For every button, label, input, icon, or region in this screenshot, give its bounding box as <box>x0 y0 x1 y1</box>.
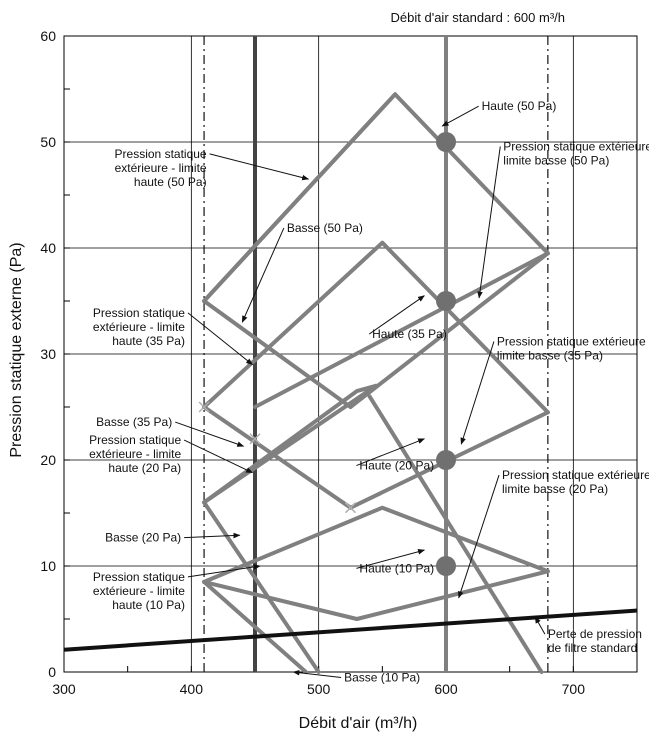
annotation-label: Pression statique extérieure -limite bas… <box>497 335 649 363</box>
annotation-label: Basse (10 Pa) <box>344 671 420 685</box>
annotation-label: Pression statique extérieure - limite haut… <box>89 433 181 475</box>
x-tick-label: 400 <box>180 681 204 697</box>
annotation-arrow <box>460 341 495 445</box>
filter-loss-curve <box>63 608 638 652</box>
curve-segment <box>202 500 321 674</box>
cross-marker <box>198 401 210 413</box>
tick-labels: 300 400 500 600 700 0 10 20 30 40 50 60 <box>40 28 585 697</box>
y-tick-label: 10 <box>40 558 56 574</box>
annotation-arrow <box>241 227 285 323</box>
curve-segment <box>202 579 359 621</box>
annotation-label: Pression statique extérieure - limite haut… <box>93 306 185 348</box>
annotation-label: Basse (35 Pa) <box>96 415 172 429</box>
annotation-arrow <box>187 312 253 366</box>
x-tick-label: 300 <box>52 681 76 697</box>
annotation-label: Pression statique extérieure - limite haut… <box>115 147 207 189</box>
cross-marker <box>249 433 261 445</box>
performance-curve <box>202 505 550 584</box>
annotation-label: Pression statique extérieure -limite bas… <box>503 139 649 167</box>
annotation-label: Haute (50 Pa) <box>482 99 557 113</box>
curve-segment <box>202 405 353 510</box>
annotation-arrow <box>356 549 426 569</box>
operating-points <box>198 132 456 576</box>
y-tick-label: 60 <box>40 28 56 44</box>
operating-point <box>436 291 456 311</box>
y-tick-label: 50 <box>40 134 56 150</box>
annotation-arrow <box>187 564 261 578</box>
annotation-label: Basse (20 Pa) <box>105 531 181 545</box>
y-tick-label: 20 <box>40 452 56 468</box>
curve-segment <box>354 569 550 621</box>
annotation-arrow <box>292 669 342 679</box>
performance-curve <box>202 240 550 415</box>
annotation-label: Haute (10 Pa) <box>359 561 434 575</box>
annotation-label: Basse (50 Pa) <box>287 221 363 235</box>
annotation-arrow <box>458 474 500 599</box>
y-tick-label: 0 <box>48 664 56 680</box>
y-axis-title: Pression statique externe (Pa) <box>8 242 25 457</box>
x-tick-label: 600 <box>434 681 458 697</box>
annotation-arrow <box>183 439 254 474</box>
x-axis-title: Débit d'air (m³/h) <box>299 715 418 732</box>
annotation-arrow <box>534 616 546 635</box>
operating-point <box>436 450 456 470</box>
annotation-arrow <box>477 146 501 299</box>
annotations: Haute (50 Pa) Pression statique extérieure… <box>89 99 649 684</box>
annotation-arrow <box>441 105 479 127</box>
annotation-label: Perte de pression de filtre standard <box>548 627 642 655</box>
annotation-arrow <box>175 421 245 447</box>
y-tick-label: 40 <box>40 240 56 256</box>
x-tick-label: 500 <box>307 681 331 697</box>
performance-curves <box>202 92 550 674</box>
header-label: Débit d'air standard : 600 m³/h <box>391 10 565 25</box>
annotation-label: Pression statique extérieure - limite haut… <box>93 570 185 612</box>
cross-marker <box>344 502 357 514</box>
curve-segment <box>202 579 308 674</box>
operating-point <box>436 132 456 152</box>
performance-curve <box>202 383 378 505</box>
y-tick-label: 30 <box>40 346 56 362</box>
curve-segment <box>202 299 353 409</box>
x-tick-label: 700 <box>562 681 586 697</box>
filter-loss-line <box>63 608 638 652</box>
annotation-label: Pression statique extérieure -limite bas… <box>502 468 649 496</box>
performance-curve <box>202 92 398 303</box>
operating-point <box>436 556 456 576</box>
curve-segment <box>253 251 550 409</box>
annotation-arrow <box>368 295 425 335</box>
annotation-label: Haute (20 Pa) <box>359 459 434 473</box>
plot-frame <box>63 35 638 673</box>
curve-segment <box>348 251 550 409</box>
annotation-label: Haute (35 Pa) <box>372 327 447 341</box>
annotation-arrow <box>356 438 426 467</box>
annotation-arrow <box>209 153 310 181</box>
annotation-arrow <box>184 532 241 539</box>
